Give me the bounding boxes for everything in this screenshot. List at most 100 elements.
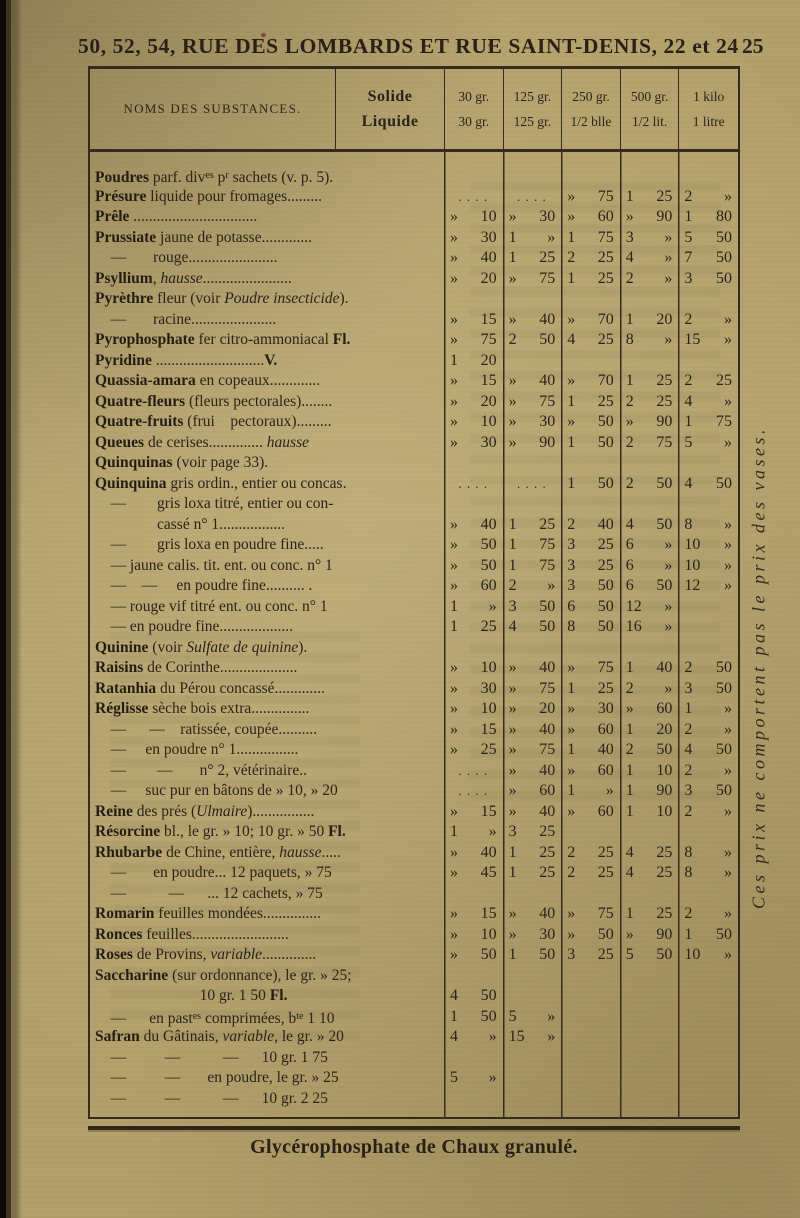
- price-centimes: 50: [716, 474, 732, 492]
- text-fragment: Roses: [95, 946, 133, 963]
- price-cell: 1 90: [620, 781, 679, 802]
- price-centimes: 30: [597, 700, 614, 717]
- price-centimes: 20: [480, 351, 497, 369]
- price-francs: 2: [684, 761, 693, 779]
- price-centimes: 25: [597, 556, 614, 574]
- price-centimes: 60: [597, 761, 614, 779]
- price-centimes: 25: [597, 331, 614, 348]
- price-cell: 1 75: [678, 412, 738, 433]
- price-cell: [503, 166, 562, 187]
- table-row: — rouge vif titré ent. ou conc. n° 1 1» 3 5…: [90, 597, 738, 618]
- price-francs: 2: [684, 310, 693, 328]
- price-centimes: 50: [656, 474, 673, 492]
- price-francs: »: [450, 679, 458, 697]
- text-fragment: Pyridine: [95, 351, 152, 369]
- price-francs: 6: [625, 536, 634, 553]
- price-centimes: 25: [539, 843, 556, 861]
- price-centimes: »: [664, 536, 673, 553]
- price-cell: 1»: [444, 822, 503, 843]
- price-centimes: 50: [656, 741, 673, 758]
- table-row: Prêle ................................ » 1…: [90, 207, 738, 228]
- price-centimes: »: [664, 556, 673, 574]
- price-cell: 1 50: [503, 945, 562, 966]
- price-centimes: 10: [656, 802, 673, 820]
- price-cell: 1 25: [561, 392, 620, 413]
- price-centimes: 25: [539, 864, 556, 881]
- price-cell: » 50: [444, 945, 503, 966]
- price-francs: 2: [684, 905, 693, 922]
- price-cell: 5»: [444, 1068, 503, 1089]
- price-cell: [503, 966, 562, 987]
- substance-name: Quinquina gris ordin., entier ou concas.: [90, 474, 444, 495]
- price-cell: 3 50: [678, 781, 738, 802]
- price-cell: » 25: [444, 740, 503, 761]
- price-centimes: 15: [480, 310, 497, 328]
- price-centimes: 50: [597, 925, 614, 943]
- table-row: — en poudre n° 1................ » 25 » 75 1 4…: [90, 740, 738, 761]
- table-row: — en poudre fine................... 1 25 4 5…: [90, 617, 738, 638]
- table-row: Quinine (voir Sulfate de quinine).: [90, 638, 738, 659]
- price-francs: »: [450, 741, 458, 758]
- text-fragment: — gris loxa en poudre fine.....: [95, 536, 324, 553]
- price-cell: [444, 884, 503, 905]
- price-cell: 1 20: [444, 351, 503, 372]
- price-centimes: 25: [597, 392, 614, 410]
- text-fragment: p: [213, 169, 226, 186]
- text-fragment: fer citro-ammoniacal: [194, 331, 333, 348]
- price-cell: » 30: [444, 228, 503, 249]
- text-fragment: hausse: [266, 433, 309, 451]
- price-francs: »: [450, 433, 458, 451]
- price-francs: »: [450, 659, 458, 676]
- text-fragment: — en poudre fine...................: [95, 618, 294, 635]
- price-cell: [678, 966, 738, 987]
- price-centimes: 75: [716, 413, 732, 430]
- price-cell: [503, 1048, 562, 1069]
- price-cell: 1 75: [561, 228, 620, 249]
- price-centimes: 90: [656, 782, 673, 799]
- price-cell: 5 50: [620, 945, 679, 966]
- price-centimes: 20: [539, 700, 556, 717]
- price-centimes: »: [724, 556, 732, 574]
- price-cell: [678, 289, 738, 310]
- table-row: — — ratissée, coupée.......... » 15 » 40 » 60 1…: [90, 720, 738, 741]
- text-fragment: (fleurs pectorales)........: [185, 392, 333, 410]
- price-centimes: 50: [716, 228, 732, 246]
- price-francs: 1: [567, 269, 576, 287]
- price-francs: »: [567, 659, 576, 676]
- price-francs: 8: [684, 515, 693, 533]
- price-cell: 5»: [678, 433, 738, 454]
- price-cell: » 75: [561, 904, 620, 925]
- price-cell: 3 50: [678, 269, 738, 290]
- price-cell: » 40: [503, 310, 562, 331]
- price-cell: 10 »: [678, 945, 738, 966]
- price-cell: [678, 822, 738, 843]
- price-cell: [444, 453, 503, 474]
- price-centimes: »: [664, 331, 673, 348]
- table-row: — jaune calis. tit. ent. ou conc. n° 1 » 5…: [90, 556, 738, 577]
- text-fragment: sèche bois extra...............: [148, 700, 310, 717]
- price-cell: 4 50: [444, 986, 503, 1007]
- price-francs: 4: [567, 331, 576, 348]
- price-francs: 1: [684, 925, 693, 943]
- text-fragment: lle: [597, 113, 612, 129]
- price-cell: » 50: [444, 556, 503, 577]
- price-cell: » 40: [444, 515, 503, 536]
- price-cell: 1 75: [503, 535, 562, 556]
- price-francs: 3: [567, 946, 576, 963]
- price-column-header-5: 1 kilo 1 litre: [678, 69, 738, 149]
- price-cell: 2»: [678, 720, 738, 741]
- price-centimes: 50: [716, 741, 732, 758]
- price-francs: »: [508, 372, 517, 389]
- price-cell: » 10: [444, 207, 503, 228]
- text-fragment: Résorcine: [95, 823, 161, 840]
- price-cell: » 40: [503, 371, 562, 392]
- price-cell: 1 50: [561, 474, 620, 495]
- price-cell: 2 75: [620, 433, 679, 454]
- price-francs: 1: [508, 515, 517, 533]
- price-centimes: »: [724, 515, 732, 533]
- price-francs: 2: [567, 249, 576, 266]
- price-francs: 1: [508, 843, 517, 861]
- price-centimes: »: [547, 577, 556, 594]
- price-francs: 1: [625, 659, 634, 676]
- text-fragment: jaune de potasse.............: [156, 228, 312, 246]
